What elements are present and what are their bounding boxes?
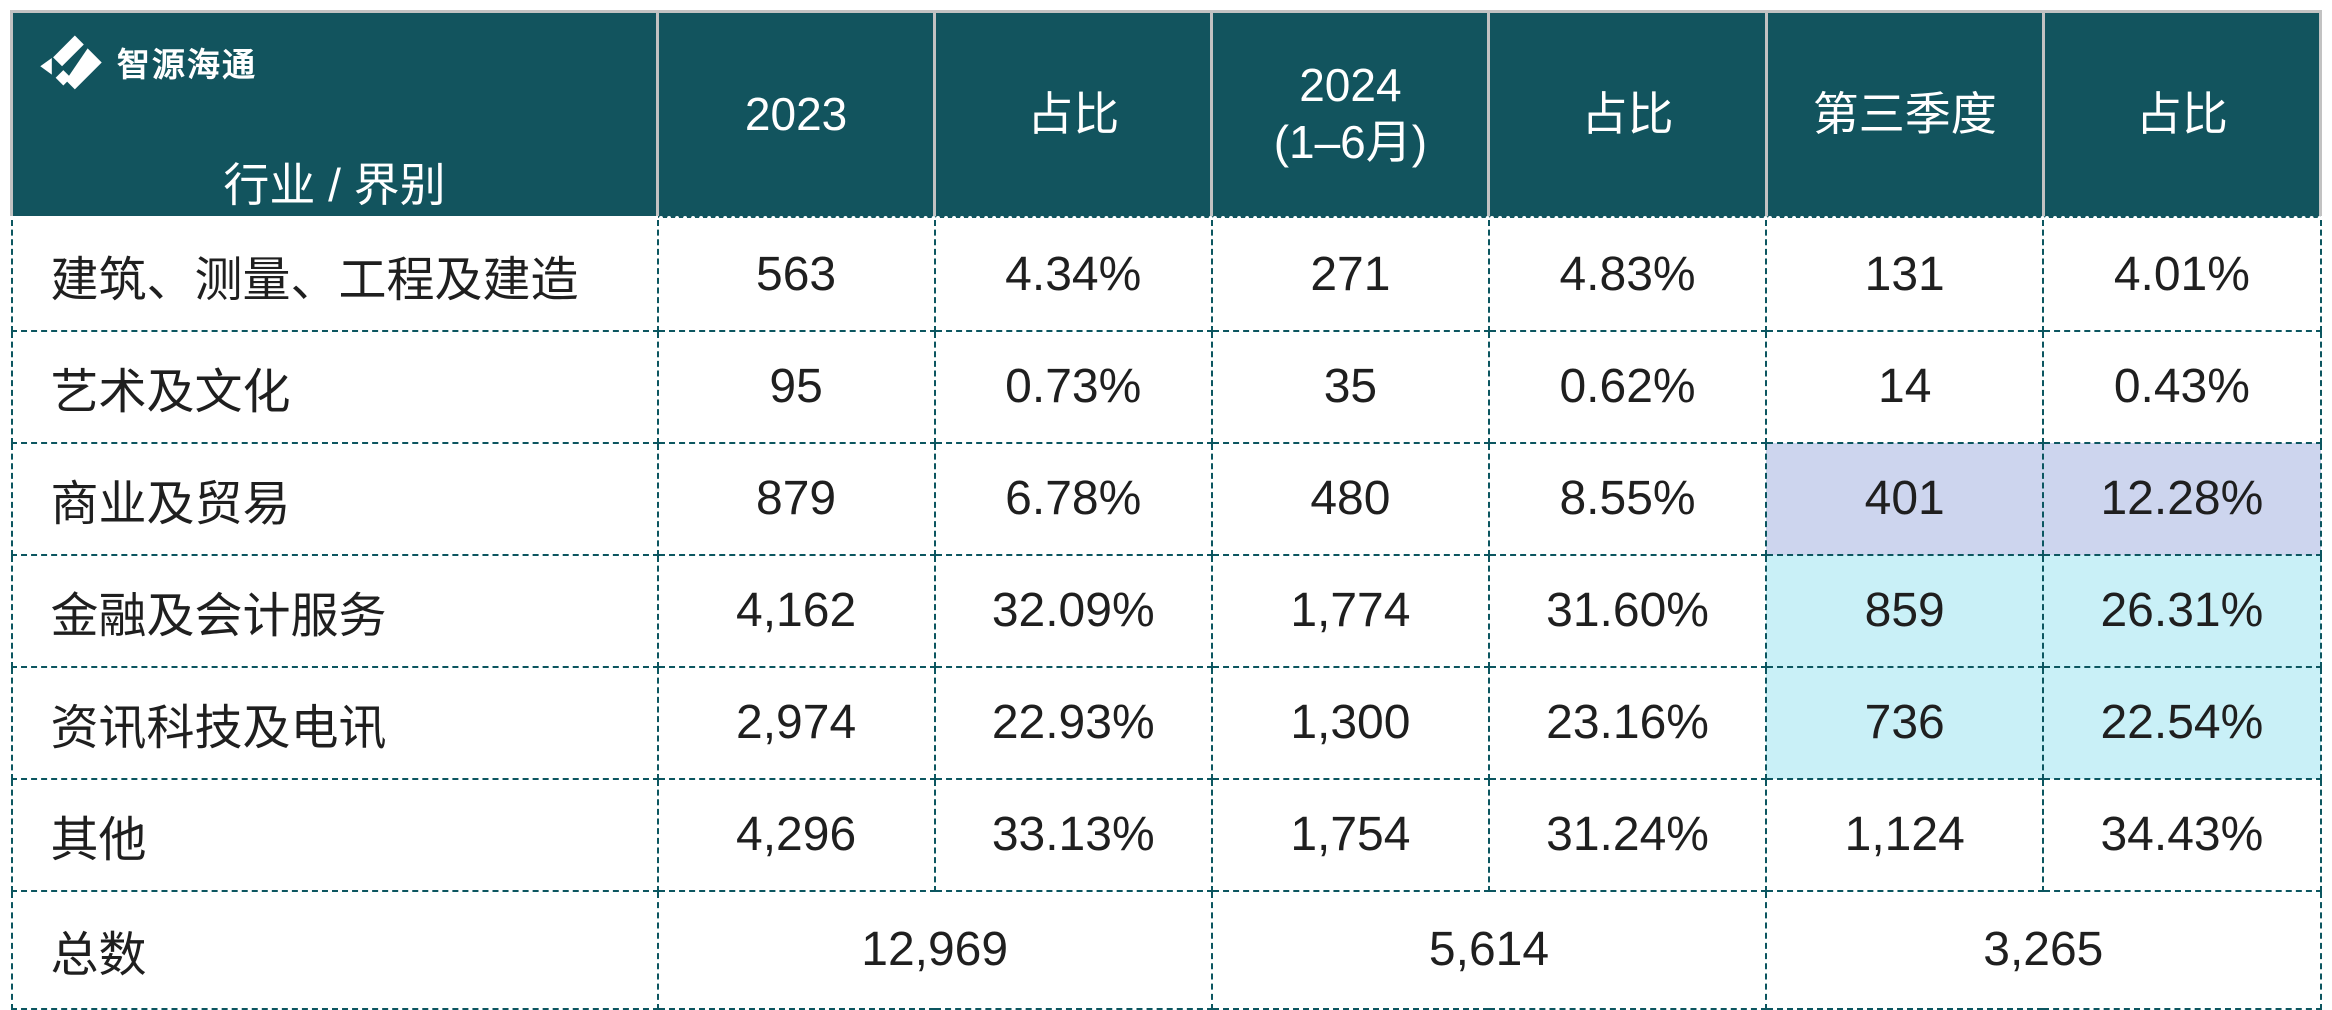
industry-label-cell: 其他 <box>10 777 659 892</box>
brand-name: 智源海通 <box>117 46 257 84</box>
header-q3: 第三季度 <box>1764 10 2045 220</box>
value-cell: 31.24% <box>1487 777 1768 892</box>
value-cell: 0.73% <box>933 329 1213 444</box>
value-cell: 95 <box>656 329 936 444</box>
value-cell: 1,124 <box>1765 777 2045 892</box>
value-cell: 0.62% <box>1487 329 1768 444</box>
brand-logo: 智源海通 <box>39 33 257 97</box>
value-cell: 736 <box>1765 665 2045 780</box>
value-cell: 1,754 <box>1210 777 1490 892</box>
value-cell: 22.54% <box>2042 665 2322 780</box>
value-cell: 4.01% <box>2042 216 2322 332</box>
diamond-logo-icon <box>40 35 102 90</box>
industry-label-cell: 资讯科技及电讯 <box>10 665 659 780</box>
value-cell: 22.93% <box>933 665 1213 780</box>
value-cell: 2,974 <box>656 665 936 780</box>
value-cell: 271 <box>1210 216 1490 332</box>
value-cell: 401 <box>1765 441 2045 556</box>
table-row: 商业及贸易 879 6.78% 480 8.55% 401 12.28% <box>10 441 2322 556</box>
header-row: 智源海通 行业 / 界别 2023 占比 2024 (1–6月) 占比 第三季度… <box>10 10 2323 220</box>
industry-label-cell: 商业及贸易 <box>10 441 659 556</box>
value-cell: 34.43% <box>2042 777 2322 892</box>
value-cell: 4,162 <box>656 553 936 668</box>
value-cell: 12.28% <box>2042 441 2322 556</box>
table-row: 资讯科技及电讯 2,974 22.93% 1,300 23.16% 736 22.54% <box>10 665 2322 780</box>
value-cell: 35 <box>1210 329 1490 444</box>
total-value-cell: 3,265 <box>1765 889 2322 1010</box>
value-cell: 14 <box>1765 329 2045 444</box>
total-value-cell: 12,969 <box>656 889 1213 1010</box>
value-cell: 32.09% <box>933 553 1213 668</box>
table-row: 建筑、测量、工程及建造 563 4.34% 271 4.83% 131 4.01% <box>10 216 2322 332</box>
value-cell: 31.60% <box>1487 553 1768 668</box>
value-cell: 0.43% <box>2042 329 2322 444</box>
value-cell: 8.55% <box>1487 441 1768 556</box>
header-industry-label: 行业 / 界别 <box>223 159 446 211</box>
value-cell: 1,774 <box>1210 553 1490 668</box>
header-share-2023: 占比 <box>933 10 1214 220</box>
industry-label-cell: 艺术及文化 <box>10 329 659 444</box>
table-row: 金融及会计服务 4,162 32.09% 1,774 31.60% 859 26.31% <box>10 553 2322 668</box>
value-cell: 33.13% <box>933 777 1213 892</box>
header-2023: 2023 <box>655 10 937 220</box>
table-header: 智源海通 行业 / 界别 2023 占比 2024 (1–6月) 占比 第三季度… <box>10 10 2323 220</box>
table-body: 建筑、测量、工程及建造 563 4.34% 271 4.83% 131 4.01% 艺术及文化… <box>10 216 2322 1010</box>
header-industry: 智源海通 行业 / 界别 <box>10 10 659 220</box>
industry-label-cell: 建筑、测量、工程及建造 <box>10 216 659 332</box>
value-cell: 4.34% <box>933 216 1213 332</box>
value-cell: 26.31% <box>2042 553 2322 668</box>
value-cell: 879 <box>656 441 936 556</box>
value-cell: 480 <box>1210 441 1490 556</box>
table-row: 艺术及文化 95 0.73% 35 0.62% 14 0.43% <box>10 329 2322 444</box>
total-label-cell: 总数 <box>10 889 659 1010</box>
table-row: 其他 4,296 33.13% 1,754 31.24% 1,124 34.43% <box>10 777 2322 892</box>
total-value-cell: 5,614 <box>1210 889 1768 1010</box>
value-cell: 563 <box>656 216 936 332</box>
value-cell: 4,296 <box>656 777 936 892</box>
industry-distribution-table: 智源海通 行业 / 界别 2023 占比 2024 (1–6月) 占比 第三季度… <box>10 10 2323 1010</box>
value-cell: 1,300 <box>1210 665 1490 780</box>
industry-label-cell: 金融及会计服务 <box>10 553 659 668</box>
header-2024-h1: 2024 (1–6月) <box>1210 10 1491 220</box>
value-cell: 4.83% <box>1487 216 1768 332</box>
value-cell: 859 <box>1765 553 2045 668</box>
value-cell: 6.78% <box>933 441 1213 556</box>
total-row: 总数 12,969 5,614 3,265 <box>10 889 2322 1010</box>
header-share-2024: 占比 <box>1487 10 1768 220</box>
value-cell: 131 <box>1765 216 2045 332</box>
value-cell: 23.16% <box>1487 665 1768 780</box>
header-share-q3: 占比 <box>2041 10 2323 220</box>
